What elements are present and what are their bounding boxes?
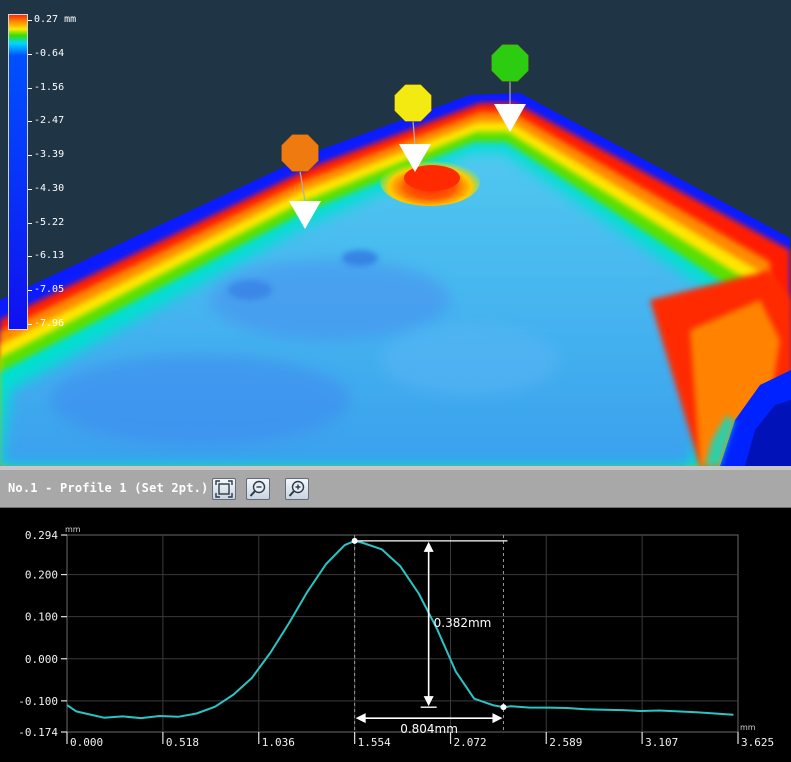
- color-scale-label: 0.27 mm: [34, 14, 77, 25]
- color-scale-tick: [28, 188, 32, 190]
- y-tick-label: 0.294: [25, 529, 58, 542]
- surface-floor: [0, 152, 730, 466]
- profile-toolbar: No.1 - Profile 1 (Set 2pt.): [0, 470, 791, 508]
- zoom-in-button[interactable]: [285, 478, 309, 500]
- arrow-left-icon: [355, 713, 366, 724]
- y-tick-label: 0.200: [25, 569, 58, 582]
- y-tick-label: -0.100: [18, 695, 58, 708]
- right-wall: [650, 270, 791, 466]
- color-scale-tick: [28, 222, 32, 224]
- color-scale-tick: [28, 256, 32, 258]
- color-scale-tick: [28, 53, 32, 55]
- zoom-in-icon: [288, 480, 305, 497]
- x-tick-label: 2.072: [454, 736, 487, 749]
- marker-head-icon: [394, 84, 432, 122]
- color-scale-label: -0.64: [34, 47, 65, 59]
- marker-head-icon: [281, 134, 319, 172]
- fit-view-button[interactable]: [212, 478, 236, 500]
- measure-point-1[interactable]: [351, 537, 358, 544]
- x-tick-label: 0.000: [70, 736, 103, 749]
- color-scale-tick: [28, 155, 32, 157]
- zoom-out-button[interactable]: [246, 478, 270, 500]
- plot-frame: [66, 534, 739, 733]
- x-axis-unit-label: mm: [740, 723, 756, 732]
- color-scale-tick: [28, 20, 32, 21]
- width-measurement-label: 0.804mm: [400, 722, 458, 736]
- 3d-surface-render[interactable]: [0, 0, 791, 466]
- arrow-down-icon: [423, 696, 434, 707]
- profile-chart[interactable]: 0.000 0.518 1.036 1.554 2.072 2.589 3.107 3.625…: [0, 508, 791, 762]
- marker-head-icon: [491, 44, 529, 82]
- marker-stem: [412, 120, 416, 145]
- color-scale-label: -1.56: [34, 81, 65, 93]
- x-tick-label: 3.625: [741, 736, 774, 749]
- fit-view-icon: [215, 480, 233, 498]
- profile-title: No.1 - Profile 1 (Set 2pt.): [8, 481, 209, 495]
- pane-splitter[interactable]: [0, 466, 791, 470]
- x-tick-label: 1.036: [262, 736, 295, 749]
- color-scale-label: -6.13: [34, 250, 65, 262]
- color-scale-tick: [28, 290, 32, 292]
- marker-arrow-icon: [399, 144, 431, 172]
- color-scale-tick: [28, 121, 32, 123]
- color-scale-label: -7.96: [34, 318, 65, 329]
- color-scale-bar: [8, 14, 28, 330]
- point-marker-yellow[interactable]: [394, 84, 432, 173]
- profile-curve: [66, 539, 734, 720]
- color-scale-tick: [28, 324, 32, 325]
- x-tick-label: 0.518: [166, 736, 199, 749]
- x-tick-label: 3.107: [645, 736, 678, 749]
- y-tick-label: -0.174: [18, 726, 58, 739]
- zoom-out-icon: [249, 480, 266, 497]
- 3d-height-map-view[interactable]: 0.27 mm -0.64 -1.56 -2.47 -3.39 -4.30 -5.22 -6.…: [0, 0, 791, 466]
- x-tick-label: 1.554: [358, 736, 391, 749]
- arrow-up-icon: [423, 541, 434, 552]
- point-marker-orange[interactable]: [281, 134, 322, 230]
- point-marker-green[interactable]: [491, 44, 529, 133]
- y-tick-label: 0.100: [25, 611, 58, 624]
- y-axis-unit-label: mm: [65, 525, 81, 534]
- height-measurement-label: 0.382mm: [434, 616, 492, 630]
- color-scale-label: -4.30: [34, 182, 65, 194]
- marker-arrow-icon: [494, 104, 526, 132]
- y-tick-label: 0.000: [25, 653, 58, 666]
- color-scale-tick: [28, 87, 32, 89]
- color-scale-label: -2.47: [34, 115, 65, 127]
- arrow-right-icon: [492, 713, 503, 724]
- color-scale-label: -3.39: [34, 149, 65, 161]
- color-scale-label: -5.22: [34, 216, 65, 228]
- measure-point-2[interactable]: [500, 704, 507, 711]
- x-tick-label: 2.589: [549, 736, 582, 749]
- surface-bump: [380, 158, 480, 206]
- color-scale-label: -7.05: [34, 284, 65, 296]
- profile-chart-panel[interactable]: 0.000 0.518 1.036 1.554 2.072 2.589 3.107 3.625…: [0, 508, 791, 762]
- marker-arrow-icon: [289, 201, 321, 229]
- marker-stem: [299, 170, 306, 202]
